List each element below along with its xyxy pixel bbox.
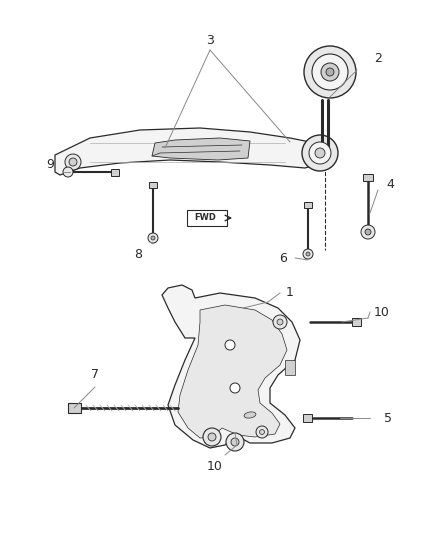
Circle shape [312,54,348,90]
Text: 1: 1 [286,287,294,300]
Circle shape [365,229,371,235]
Circle shape [208,433,216,441]
Text: 2: 2 [374,52,382,64]
Circle shape [303,249,313,259]
Circle shape [69,158,77,166]
Polygon shape [285,360,295,375]
FancyBboxPatch shape [303,414,312,422]
Circle shape [306,252,310,256]
Circle shape [151,236,155,240]
Text: 10: 10 [374,305,390,319]
Circle shape [321,63,339,81]
FancyBboxPatch shape [187,210,227,226]
Circle shape [231,438,239,446]
Text: 10: 10 [207,461,223,473]
Circle shape [304,46,356,98]
Text: 8: 8 [134,248,142,262]
FancyBboxPatch shape [68,403,81,413]
Circle shape [226,433,244,451]
Circle shape [230,383,240,393]
Polygon shape [55,128,315,175]
Text: 6: 6 [279,252,287,264]
Circle shape [302,135,338,171]
Circle shape [225,340,235,350]
FancyBboxPatch shape [363,174,373,181]
Text: FWD: FWD [194,214,216,222]
Ellipse shape [244,412,256,418]
Text: 7: 7 [91,368,99,382]
Polygon shape [162,285,300,448]
Circle shape [309,142,331,164]
Circle shape [277,319,283,325]
Circle shape [361,225,375,239]
FancyBboxPatch shape [149,182,157,188]
Circle shape [315,148,325,158]
Circle shape [65,154,81,170]
Circle shape [326,68,334,76]
FancyBboxPatch shape [352,318,361,326]
Polygon shape [152,138,250,160]
Text: 4: 4 [386,179,394,191]
Circle shape [203,428,221,446]
Circle shape [259,430,265,434]
FancyBboxPatch shape [304,201,312,207]
Polygon shape [178,305,287,438]
Text: 9: 9 [46,158,54,172]
Text: 5: 5 [384,411,392,424]
Circle shape [63,167,73,177]
Circle shape [256,426,268,438]
Circle shape [148,233,158,243]
Circle shape [273,315,287,329]
FancyBboxPatch shape [111,168,119,175]
Text: 3: 3 [206,34,214,46]
